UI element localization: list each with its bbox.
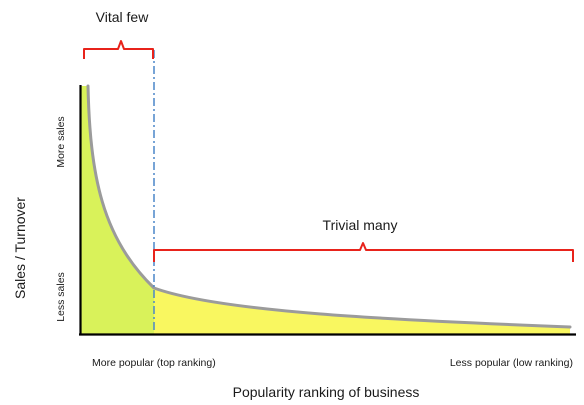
y-axis-title: Sales / Turnover: [12, 197, 28, 299]
y-low-label: Less sales: [55, 272, 67, 322]
vital-few-area: [81, 86, 154, 334]
y-high-label: More sales: [55, 116, 67, 167]
vital-few-label: Vital few: [96, 9, 150, 25]
vital-few-bracket: [83, 40, 154, 59]
trivial-many-bracket: [153, 242, 574, 262]
x-axis-title: Popularity ranking of business: [233, 384, 420, 400]
trivial-many-area: [154, 288, 570, 334]
trivial-many-label: Trivial many: [323, 217, 398, 233]
long-tail-curve: [86, 84, 572, 329]
x-right-label: Less popular (low ranking): [450, 357, 573, 369]
x-left-label: More popular (top ranking): [92, 357, 216, 369]
